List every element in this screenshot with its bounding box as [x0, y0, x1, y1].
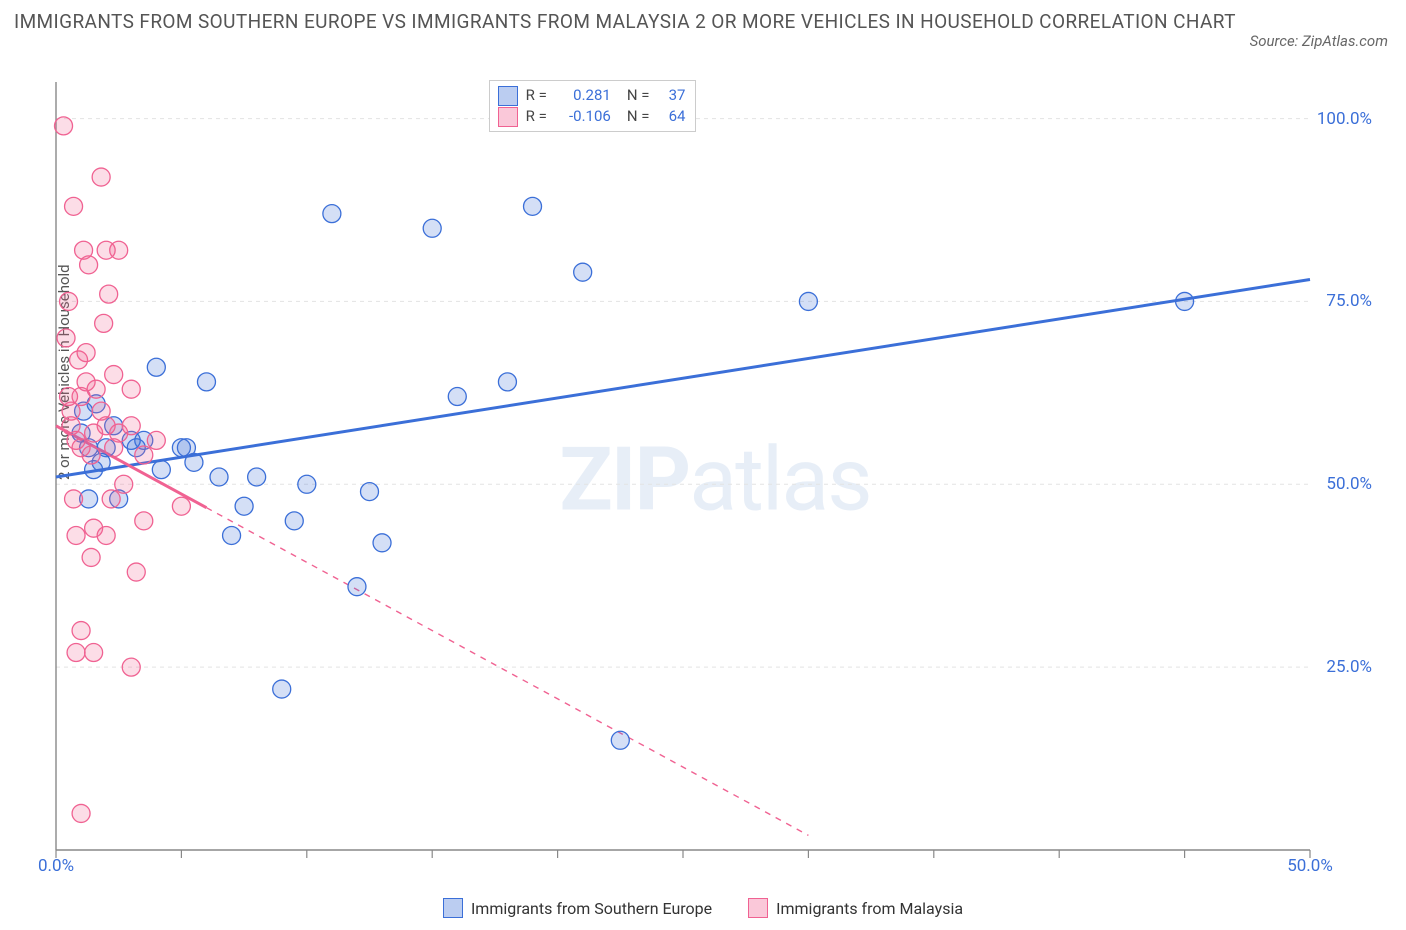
legend-n-value: 64 — [657, 106, 685, 127]
y-tick-label: 50.0% — [1326, 474, 1372, 494]
data-point-southern_europe — [223, 526, 241, 544]
series-legend: Immigrants from Southern Europe Immigrant… — [0, 898, 1406, 922]
data-point-malaysia — [87, 380, 105, 398]
data-point-malaysia — [102, 490, 120, 508]
data-point-malaysia — [57, 329, 75, 347]
data-point-southern_europe — [423, 219, 441, 237]
legend-swatch — [443, 898, 463, 918]
data-point-malaysia — [105, 366, 123, 384]
x-tick-label: 0.0% — [38, 856, 74, 876]
legend-swatch — [498, 107, 518, 127]
data-point-southern_europe — [373, 534, 391, 552]
data-point-southern_europe — [1176, 292, 1194, 310]
legend-item-southern_europe: Immigrants from Southern Europe — [443, 898, 712, 918]
legend-swatch — [748, 898, 768, 918]
data-point-southern_europe — [273, 680, 291, 698]
legend-r-value: -0.106 — [555, 106, 611, 127]
legend-r-label: R = — [526, 106, 547, 127]
legend-n-label: N = — [627, 85, 650, 106]
data-point-malaysia — [122, 380, 140, 398]
data-point-malaysia — [95, 314, 113, 332]
data-point-southern_europe — [361, 483, 379, 501]
y-tick-label: 25.0% — [1326, 657, 1372, 677]
data-point-malaysia — [127, 563, 145, 581]
data-point-malaysia — [85, 644, 103, 662]
legend-label: Immigrants from Southern Europe — [471, 899, 712, 918]
data-point-malaysia — [92, 168, 110, 186]
data-point-malaysia — [80, 256, 98, 274]
legend-swatch — [498, 86, 518, 106]
legend-row-malaysia: R = -0.106 N = 64 — [498, 106, 686, 127]
data-point-southern_europe — [323, 205, 341, 223]
data-point-malaysia — [55, 117, 73, 135]
trend-line-malaysia-dashed — [206, 508, 808, 836]
data-point-southern_europe — [197, 373, 215, 391]
legend-item-malaysia: Immigrants from Malaysia — [748, 898, 963, 918]
data-point-southern_europe — [147, 358, 165, 376]
legend-label: Immigrants from Malaysia — [776, 899, 963, 918]
data-point-southern_europe — [210, 468, 228, 486]
data-point-malaysia — [72, 804, 90, 822]
data-point-malaysia — [82, 446, 100, 464]
data-point-malaysia — [72, 622, 90, 640]
data-point-southern_europe — [448, 388, 466, 406]
legend-r-value: 0.281 — [555, 85, 611, 106]
legend-r-label: R = — [526, 85, 547, 106]
data-point-malaysia — [122, 658, 140, 676]
data-point-southern_europe — [611, 731, 629, 749]
data-point-malaysia — [135, 512, 153, 530]
data-point-southern_europe — [348, 578, 366, 596]
data-point-malaysia — [172, 497, 190, 515]
data-point-malaysia — [97, 526, 115, 544]
data-point-malaysia — [82, 548, 100, 566]
data-point-southern_europe — [498, 373, 516, 391]
data-point-southern_europe — [799, 292, 817, 310]
trend-line-southern_europe — [56, 279, 1310, 476]
data-point-southern_europe — [524, 197, 542, 215]
data-point-malaysia — [65, 197, 83, 215]
data-point-southern_europe — [152, 461, 170, 479]
data-point-malaysia — [115, 475, 133, 493]
data-point-malaysia — [60, 292, 78, 310]
correlation-legend: R = 0.281 N = 37 R = -0.106 N = 64 — [489, 80, 697, 132]
legend-n-value: 37 — [657, 85, 685, 106]
data-point-southern_europe — [298, 475, 316, 493]
data-point-southern_europe — [285, 512, 303, 530]
chart-area: 2 or more Vehicles in Household ZIPatlas… — [50, 80, 1380, 880]
data-point-malaysia — [67, 644, 85, 662]
data-point-malaysia — [110, 241, 128, 259]
scatter-plot-svg — [50, 80, 1380, 880]
chart-title: IMMIGRANTS FROM SOUTHERN EUROPE VS IMMIG… — [14, 8, 1236, 36]
data-point-southern_europe — [185, 453, 203, 471]
data-point-southern_europe — [248, 468, 266, 486]
data-point-southern_europe — [574, 263, 592, 281]
data-point-southern_europe — [235, 497, 253, 515]
data-point-malaysia — [122, 417, 140, 435]
data-point-malaysia — [135, 446, 153, 464]
data-point-malaysia — [100, 285, 118, 303]
y-tick-label: 75.0% — [1326, 291, 1372, 311]
source-attribution: Source: ZipAtlas.com — [1250, 32, 1388, 50]
data-point-malaysia — [65, 490, 83, 508]
data-point-malaysia — [77, 344, 95, 362]
legend-row-southern_europe: R = 0.281 N = 37 — [498, 85, 686, 106]
legend-n-label: N = — [627, 106, 650, 127]
data-point-malaysia — [147, 431, 165, 449]
y-tick-label: 100.0% — [1317, 109, 1372, 129]
data-point-malaysia — [67, 526, 85, 544]
x-tick-label: 50.0% — [1287, 856, 1333, 876]
